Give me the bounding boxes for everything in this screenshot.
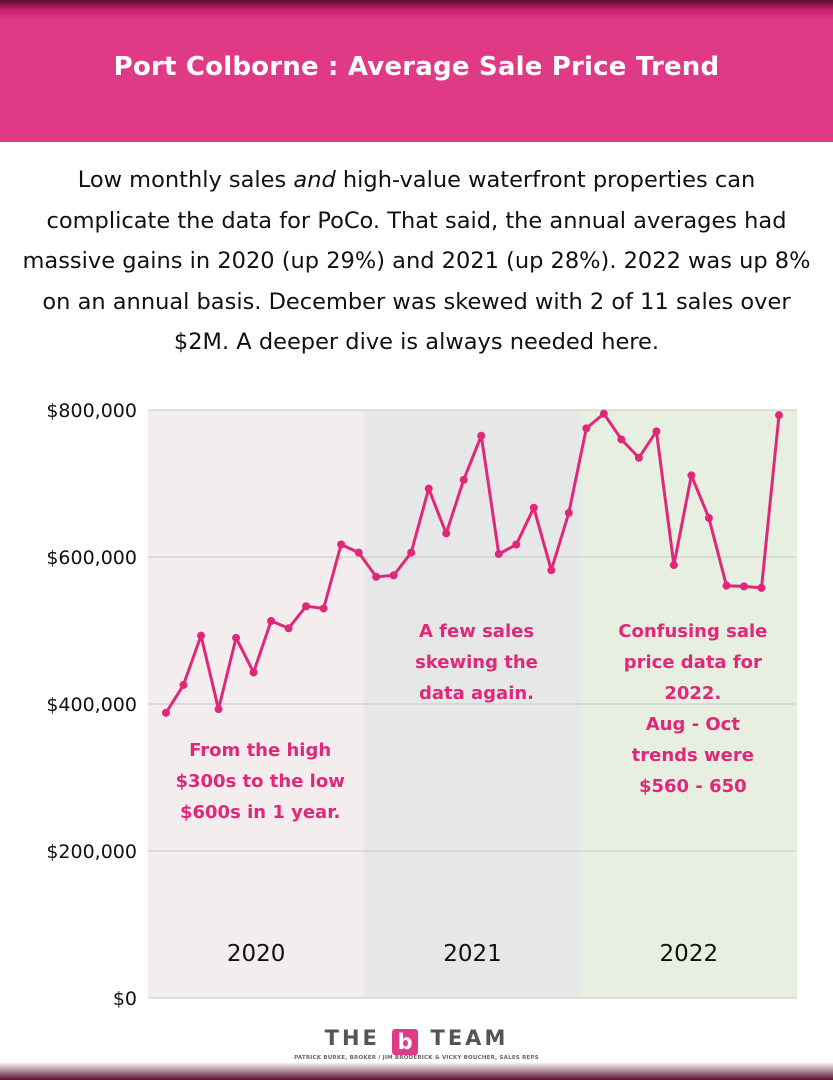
annotation-line: skewing the [415,652,538,673]
data-point [319,604,328,613]
data-point [722,581,731,590]
annotation-line: From the high [189,740,331,761]
data-point [179,680,188,689]
series-line [164,412,781,714]
data-point [634,453,643,462]
annotation-line: 2022. [664,683,721,704]
annotation-line: price data for [624,652,762,673]
annotation-line: $600s in 1 year. [180,802,340,823]
data-point [512,540,521,549]
data-point [232,633,241,642]
intro-text-start: Low monthly sales [77,167,294,193]
data-point [424,484,433,493]
brand-b-mark: b [392,1029,419,1055]
data-point [582,424,591,433]
data-point [267,616,276,625]
year-label: 2021 [443,941,502,967]
annotation-line: trends were [632,745,754,766]
data-point [459,475,468,484]
annotation-line: data again. [419,683,534,704]
data-point [162,708,170,717]
intro-emphasis: and [293,167,336,193]
year-label: 2020 [227,941,286,967]
data-point [529,503,538,512]
page-title: Port Colborne : Average Sale Price Trend [113,52,720,82]
annotation-line: Confusing sale [618,621,767,642]
data-point [775,411,783,420]
data-point [617,435,626,444]
data-point [564,508,573,517]
data-point [669,561,678,570]
footer-fade [0,1062,833,1080]
data-point [354,548,363,557]
data-point [197,631,206,640]
annotation-line: $300s to the low [175,771,344,792]
annotation-line: Aug - Oct [646,714,741,735]
annotation-line: $560 - 650 [639,776,747,797]
year-label: 2022 [660,941,719,967]
y-tick-label: $400,000 [46,694,137,716]
y-tick-label: $800,000 [46,400,137,422]
data-point [494,550,503,559]
data-point [599,409,608,418]
data-point [214,705,223,714]
y-tick-label: $0 [113,988,137,1010]
price-trend-chart: $0 $200,000 $400,000 $600,000 $800,000 2020 20… [46,400,797,1010]
brand-credits: PATRICK BURKE, BROKER / JIM BRODERICK & … [294,1055,539,1061]
data-point [337,540,346,549]
header-banner: Port Colborne : Average Sale Price Trend [0,0,833,142]
data-point [249,668,258,677]
data-point [652,427,661,436]
data-point [757,583,766,592]
data-point [442,529,451,538]
data-point [687,471,696,480]
annotation-line: A few sales [419,621,534,642]
y-tick-label: $200,000 [46,841,137,863]
brand-word-the: THE [324,1026,380,1050]
data-point [704,514,713,523]
data-point [372,572,381,581]
intro-paragraph: Low monthly sales and high-value waterfr… [20,160,813,363]
brand-word-team: TEAM [430,1026,509,1050]
intro-text-end: high-value waterfront properties can com… [22,167,811,355]
data-point [547,566,556,575]
data-point [477,431,486,440]
data-point [407,548,416,557]
y-tick-label: $600,000 [46,547,137,569]
data-point [302,602,311,611]
data-point [389,571,398,580]
data-point [284,624,293,633]
data-point [739,582,748,591]
brand-logo: THE b TEAM [0,1026,833,1055]
